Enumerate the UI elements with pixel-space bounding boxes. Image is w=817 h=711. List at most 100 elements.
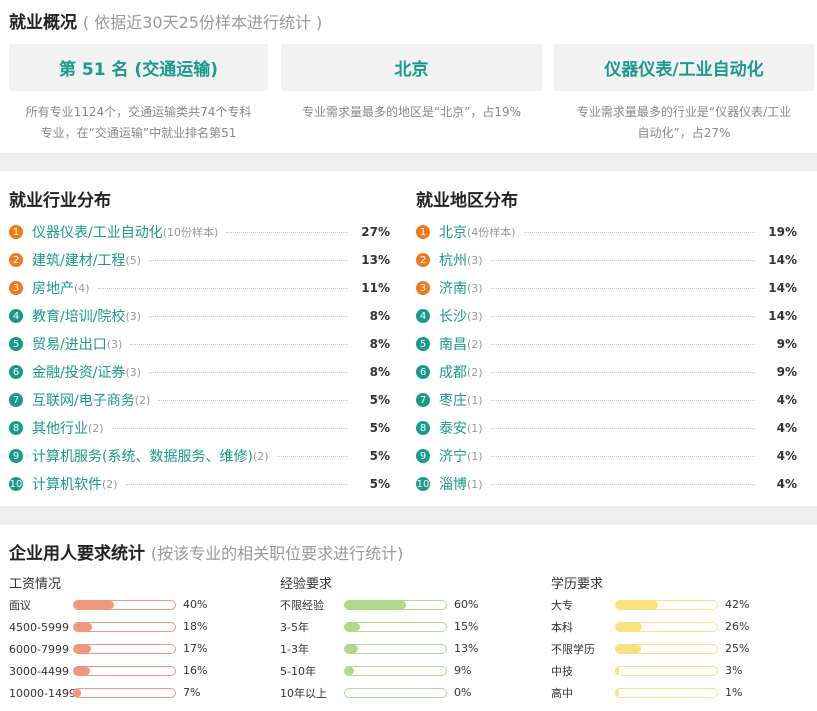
requirements-title-text: 企业用人要求统计 — [9, 544, 145, 564]
salary-progress-fill — [74, 667, 91, 675]
dotted-leader — [490, 371, 755, 373]
rank-number-badge: 8 — [416, 421, 430, 435]
salary-percent: 17% — [183, 642, 208, 655]
rank-number-badge: 3 — [9, 281, 23, 295]
region-percent: 14% — [768, 281, 797, 295]
region-name-link[interactable]: 淄博 — [439, 477, 467, 493]
region-percent: 4% — [776, 393, 797, 407]
industry-rank-row: 3 房地产 (4) 11% — [9, 274, 390, 302]
industry-summary-desc-line1: 专业需求量最多的行业是“仪器仪表/工业 — [576, 105, 792, 119]
salary-progress-fill — [74, 623, 93, 631]
industry-name-link[interactable]: 计算机软件 — [32, 477, 102, 493]
bar-label: 中技 — [551, 665, 573, 678]
industry-sample-count: (2) — [134, 393, 151, 407]
region-percent: 9% — [776, 365, 797, 379]
bar-label: 5-10年 — [280, 665, 316, 678]
experience-percent: 9% — [454, 664, 472, 677]
dotted-leader — [97, 287, 348, 289]
region-name-link[interactable]: 北京 — [439, 225, 467, 241]
education-percent: 26% — [725, 620, 750, 633]
industry-rank-row: 5 贸易/进出口 (3) 8% — [9, 330, 390, 358]
industry-rank-row: 7 互联网/电子商务 (2) 5% — [9, 386, 390, 414]
region-percent: 4% — [776, 449, 797, 463]
rank-number-badge: 8 — [9, 421, 23, 435]
region-name-link[interactable]: 南昌 — [439, 337, 467, 353]
industry-summary-desc-line2: 自动化”，占27% — [637, 126, 731, 140]
experience-row-label: 10年以上 — [280, 682, 327, 704]
industry-percent: 5% — [369, 477, 390, 491]
region-rank-row: 1 北京 (4份样本) 19% — [416, 218, 797, 246]
industry-sample-count: (3) — [125, 365, 142, 379]
education-progress-bar — [615, 688, 718, 698]
industry-name-link[interactable]: 房地产 — [32, 281, 74, 297]
dotted-leader — [490, 259, 755, 261]
requirements-title: 企业用人要求统计 (按该专业的相关职位要求进行统计) — [9, 539, 403, 564]
salary-row-label: 3000-4499 — [9, 660, 69, 682]
region-percent: 14% — [768, 253, 797, 267]
overview-title: 就业概况 ( 依据近30天25份样本进行统计 ) — [9, 8, 322, 33]
region-name-link[interactable]: 济宁 — [439, 449, 467, 465]
industry-name-link[interactable]: 其他行业 — [32, 421, 88, 437]
region-summary-value: 北京 — [394, 60, 429, 80]
region-name-link[interactable]: 枣庄 — [439, 393, 467, 409]
industry-rank-row: 10 计算机软件 (2) 5% — [9, 470, 390, 498]
education-row-label: 中技 — [551, 660, 573, 682]
education-progress-fill — [616, 623, 643, 631]
region-rank-row: 6 成都 (2) 9% — [416, 358, 797, 386]
dotted-leader — [490, 483, 755, 485]
experience-progress-bar — [344, 666, 447, 676]
salary-group-title: 工资情况 — [9, 577, 62, 592]
education-row-label: 大专 — [551, 594, 573, 616]
salary-progress-fill — [74, 689, 82, 697]
rank-number-badge: 1 — [9, 225, 23, 239]
bar-label: 10年以上 — [280, 687, 327, 700]
region-sample-count: (1) — [467, 477, 483, 491]
region-rank-row: 3 济南 (3) 14% — [416, 274, 797, 302]
industry-distribution-title: 就业行业分布 — [9, 191, 111, 211]
experience-progress-bar — [344, 688, 447, 698]
region-sample-count: (1) — [467, 393, 483, 407]
industry-name-link[interactable]: 贸易/进出口 — [32, 337, 107, 353]
rank-number-badge: 3 — [416, 281, 430, 295]
region-sample-count: (3) — [467, 281, 483, 295]
industry-name-link[interactable]: 金融/投资/证券 — [32, 365, 126, 381]
region-name-link[interactable]: 泰安 — [439, 421, 467, 437]
region-summary-desc-line1: 专业需求量最多的地区是“北京”，占19% — [301, 105, 522, 119]
region-rank-row: 4 长沙 (3) 14% — [416, 302, 797, 330]
region-name-link[interactable]: 济南 — [439, 281, 467, 297]
region-percent: 4% — [776, 477, 797, 491]
experience-progress-bar — [344, 622, 447, 632]
salary-progress-bar — [73, 644, 176, 654]
dotted-leader — [125, 483, 348, 485]
region-rank-row: 8 泰安 (1) 4% — [416, 414, 797, 442]
industry-rank-row: 9 计算机服务(系统、数据服务、维修) (2) 5% — [9, 442, 390, 470]
dotted-leader — [149, 259, 348, 261]
industry-name-link[interactable]: 教育/培训/院校 — [32, 309, 126, 325]
industry-name-link[interactable]: 建筑/建材/工程 — [32, 253, 126, 269]
region-summary-box: 北京 — [281, 44, 542, 91]
bar-label: 3-5年 — [280, 621, 309, 634]
industry-name-link[interactable]: 计算机服务(系统、数据服务、维修) — [32, 449, 253, 465]
rank-number-badge: 9 — [9, 449, 23, 463]
region-name-link[interactable]: 长沙 — [439, 309, 467, 325]
bar-label: 不限学历 — [551, 643, 595, 656]
requirements-section: 企业用人要求统计 (按该专业的相关职位要求进行统计) 工资情况 面议 40% 4500… — [0, 525, 817, 711]
rank-summary-desc-line2: 专业，在“交通运输”中就业排名第51 — [40, 126, 237, 140]
education-percent: 3% — [725, 664, 743, 677]
industry-sample-count: (10份样本) — [162, 226, 219, 239]
industry-name-link[interactable]: 仪器仪表/工业自动化 — [32, 225, 163, 241]
salary-percent: 7% — [183, 686, 201, 699]
experience-progress-fill — [345, 601, 406, 609]
rank-number-badge: 9 — [416, 449, 430, 463]
dotted-leader — [158, 399, 348, 401]
region-name-link[interactable]: 杭州 — [439, 253, 467, 269]
region-sample-count: (1) — [467, 449, 483, 463]
region-rank-row: 10 淄博 (1) 4% — [416, 470, 797, 498]
industry-name-link[interactable]: 互联网/电子商务 — [32, 393, 135, 409]
region-name-link[interactable]: 成都 — [439, 365, 467, 381]
industry-percent: 13% — [361, 253, 390, 267]
education-progress-bar — [615, 600, 718, 610]
education-group-title: 学历要求 — [551, 577, 604, 592]
education-row-label: 本科 — [551, 616, 573, 638]
region-percent: 19% — [768, 225, 797, 239]
